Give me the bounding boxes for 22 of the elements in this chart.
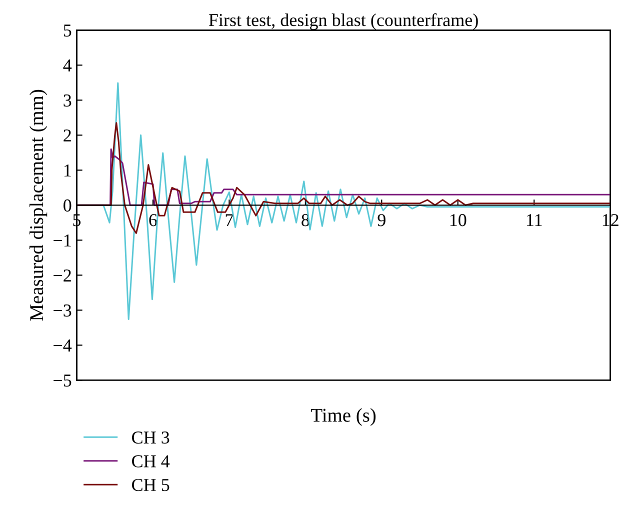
y-tick-label: 2 (64, 129, 71, 142)
y-tick-label: 1 (64, 164, 71, 176)
y-tick-label: −3 (54, 304, 72, 317)
y-tick-label: 3 (64, 94, 72, 107)
legend-label: CH 4 (132, 455, 170, 468)
y-tick-label: −5 (54, 374, 72, 387)
y-tick-label: −4 (54, 340, 72, 352)
x-tick-label: 9 (378, 214, 386, 226)
y-tick-label: 4 (63, 60, 72, 72)
legend-label: CH 3 (132, 432, 170, 444)
y-tick-label: −2 (54, 269, 71, 282)
x-axis-title: Time (s) (311, 408, 376, 426)
y-tick-label: 5 (64, 24, 72, 37)
x-tick-label: 11 (527, 214, 542, 226)
legend-label: CH 5 (132, 478, 170, 492)
y-tick-label: 0 (64, 199, 72, 212)
y-axis-title: Measured displacement (mm) (29, 90, 48, 321)
chart-title: First test, design blast (counterframe) (208, 13, 478, 30)
x-tick-label: 7 (226, 214, 234, 226)
y-tick-label: −1 (54, 234, 71, 246)
x-tick-label: 6 (149, 214, 157, 226)
x-tick-label: 10 (450, 214, 466, 226)
